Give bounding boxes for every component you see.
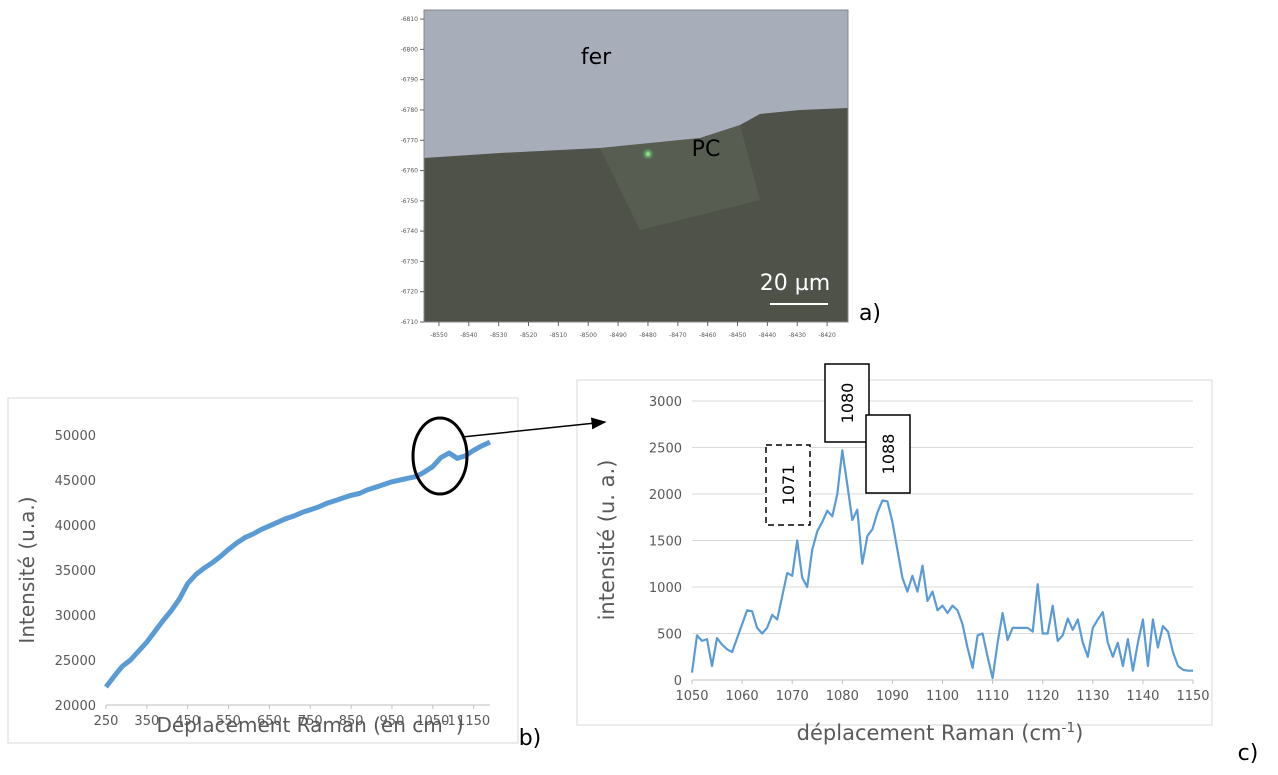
data-line	[690, 449, 1193, 680]
data-line	[104, 439, 492, 689]
annotation: 1071	[779, 465, 798, 506]
annotation-box	[824, 363, 870, 443]
x-tick-label: -8440	[759, 332, 777, 339]
x-axis-title-part: )	[1075, 721, 1083, 745]
x-tick-label: -8480	[639, 332, 657, 339]
x-tick-label: 850	[339, 714, 364, 729]
x-axis-title-part: déplacement Raman (cm	[797, 721, 1062, 745]
y-tick-label: -6800	[401, 46, 419, 53]
x-tick-label: -8540	[460, 332, 478, 339]
x-tick-label: -8520	[520, 332, 538, 339]
laser-spot	[642, 148, 654, 160]
y-tick-label: -6710	[401, 319, 419, 326]
x-tick-label: 1050	[675, 689, 708, 704]
x-tick-label: 650	[257, 714, 282, 729]
x-axis-title-part: )	[456, 713, 464, 737]
y-tick-label: 1500	[649, 535, 682, 550]
x-axis-title-part: Déplacement Raman (en cm	[156, 713, 442, 737]
x-tick-label: -8500	[580, 332, 598, 339]
x-axis-title: Déplacement Raman (en cm-1)	[156, 713, 463, 737]
image-upper	[424, 10, 848, 158]
x-tick-label: 1090	[876, 689, 909, 704]
x-tick-label: 1100	[926, 689, 959, 704]
annotation-box	[865, 414, 911, 494]
x-tick-label: 250	[94, 714, 119, 729]
highlight-ellipse	[411, 416, 469, 496]
x-tick-label: -8460	[699, 332, 717, 339]
y-tick-label: 25000	[55, 654, 96, 669]
annotation: PC	[692, 137, 721, 162]
x-tick-label: 1070	[776, 689, 809, 704]
x-tick-label: -8430	[789, 332, 807, 339]
x-tick-label: 1080	[826, 689, 859, 704]
x-tick-label: 1130	[1076, 689, 1109, 704]
y-tick-label: -6780	[401, 107, 419, 114]
x-tick-label: 1060	[726, 689, 759, 704]
y-tick-label: 20000	[55, 699, 96, 714]
y-tick-label: -6730	[401, 258, 419, 265]
x-tick-label: -8510	[550, 332, 568, 339]
annotation: 1088	[879, 434, 898, 475]
y-tick-label: 2000	[649, 488, 682, 503]
x-tick-label: 450	[175, 714, 200, 729]
y-tick-label: 2500	[649, 442, 682, 457]
y-tick-label: 3000	[649, 395, 682, 410]
y-tick-label: -6810	[401, 16, 419, 23]
annotation: 1080	[838, 383, 857, 424]
panel-label: c)	[1238, 741, 1259, 766]
y-tick-label: -6750	[401, 198, 419, 205]
y-tick-label: 35000	[55, 564, 96, 579]
x-tick-label: 550	[216, 714, 241, 729]
y-tick-label: 30000	[55, 609, 96, 624]
y-tick-label: 50000	[55, 429, 96, 444]
x-axis-title-part: -1	[1062, 720, 1076, 736]
y-tick-label: 40000	[55, 519, 96, 534]
x-tick-label: 1120	[1026, 689, 1059, 704]
x-tick-label: 1140	[1126, 689, 1159, 704]
panel-label: b)	[519, 726, 542, 751]
x-tick-label: 1050	[416, 714, 449, 729]
image-haze	[600, 125, 760, 230]
x-axis-title: déplacement Raman (cm-1)	[797, 720, 1084, 745]
x-tick-label: -8530	[490, 332, 508, 339]
image-border	[423, 9, 849, 323]
x-tick-label: 750	[298, 714, 323, 729]
x-tick-label: -8420	[818, 332, 836, 339]
y-tick-label: -6760	[401, 168, 419, 175]
x-tick-label: 1110	[976, 689, 1009, 704]
y-tick-label: 0	[674, 674, 682, 689]
x-tick-label: 350	[134, 714, 159, 729]
y-tick-label: -6720	[401, 289, 419, 296]
y-axis-title: intensité (u. a.)	[595, 460, 619, 621]
panel-b-frame	[7, 397, 519, 744]
x-tick-label: 1150	[457, 714, 490, 729]
x-tick-label: 1150	[1176, 689, 1209, 704]
zoom-arrow	[461, 417, 607, 438]
y-tick-label: -6790	[401, 77, 419, 84]
x-tick-label: -8450	[729, 332, 747, 339]
annotation-box	[765, 444, 811, 526]
y-tick-label: -6770	[401, 137, 419, 144]
annotation: fer	[581, 45, 612, 70]
x-tick-label: 950	[380, 714, 405, 729]
y-tick-label: -6740	[401, 228, 419, 235]
annotation: 20 µm	[760, 271, 830, 296]
y-tick-label: 500	[657, 628, 682, 643]
x-tick-label: -8470	[669, 332, 687, 339]
x-tick-label: -8550	[430, 332, 448, 339]
panel-label: a)	[859, 301, 881, 326]
x-axis-title-part: -1	[443, 714, 456, 729]
y-axis-title: Intensité (u.a.)	[15, 496, 39, 643]
y-tick-label: 1000	[649, 581, 682, 596]
x-tick-label: -8490	[609, 332, 627, 339]
y-tick-label: 45000	[55, 474, 96, 489]
